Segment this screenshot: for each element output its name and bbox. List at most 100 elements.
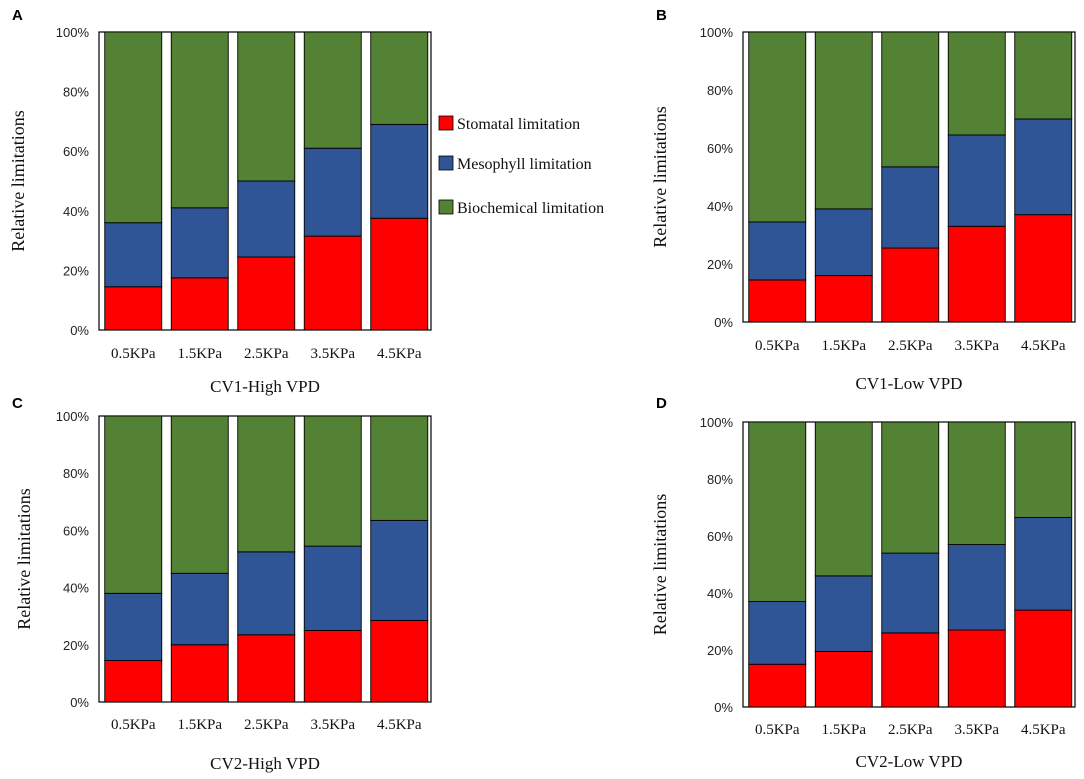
x-tick-label-d-3: 3.5KPa: [954, 722, 999, 738]
x-tick-label-c-4: 4.5KPa: [377, 717, 422, 733]
panel-letter-c: C: [12, 395, 23, 412]
y-tick-label-a-0: 0%: [70, 323, 89, 338]
bar-b-stomatal-4: [1014, 214, 1073, 323]
bar-c-mesophyll-2: [237, 551, 296, 636]
bar-b-mesophyll-4: [1014, 118, 1073, 216]
bar-d-biochemical-1: [814, 421, 873, 577]
y-tick-label-a-4: 80%: [63, 85, 89, 100]
x-tick-label-b-4: 4.5KPa: [1021, 338, 1066, 354]
x-tick-label-c-2: 2.5KPa: [244, 717, 289, 733]
legend-label-stomatal: Stomatal limitation: [457, 116, 580, 133]
y-tick-label-b-2: 40%: [707, 199, 733, 214]
bar-c-stomatal-3: [303, 630, 362, 703]
bar-a-biochemical-1: [170, 31, 229, 209]
bar-c-biochemical-2: [237, 415, 296, 553]
bar-b-biochemical-3: [947, 31, 1006, 136]
bar-d-mesophyll-0: [748, 601, 807, 665]
y-tick-label-c-0: 0%: [70, 695, 89, 710]
bar-d-stomatal-1: [814, 650, 873, 708]
y-tick-label-c-5: 100%: [56, 409, 90, 424]
bar-b-stomatal-3: [947, 225, 1006, 323]
y-tick-label-b-0: 0%: [714, 315, 733, 330]
bar-a-stomatal-1: [170, 277, 229, 331]
x-tick-label-a-2: 2.5KPa: [244, 346, 289, 362]
panel-c: C 0% 20% 40% 60% 80% 100% 0.5KPa 1.5KPa 2.5KPa 3.5…: [12, 395, 432, 773]
y-tick-label-d-0: 0%: [714, 700, 733, 715]
bar-c-mesophyll-0: [104, 592, 163, 661]
y-axis-title-c: Relative limitations: [14, 488, 34, 629]
bar-a-stomatal-3: [303, 235, 362, 331]
bar-c-biochemical-4: [370, 415, 429, 521]
bar-a-mesophyll-1: [170, 207, 229, 279]
legend-swatch-biochemical: [438, 199, 454, 215]
x-tick-label-b-2: 2.5KPa: [888, 338, 933, 354]
bar-d-mesophyll-2: [881, 552, 940, 634]
bar-a-biochemical-2: [237, 31, 296, 182]
bar-b-biochemical-1: [814, 31, 873, 210]
bar-a-stomatal-2: [237, 256, 296, 331]
bar-d-mesophyll-3: [947, 544, 1006, 631]
bar-a-mesophyll-3: [303, 147, 362, 237]
y-tick-label-c-1: 20%: [63, 638, 89, 653]
x-tick-label-b-0: 0.5KPa: [755, 338, 800, 354]
legend-swatch-mesophyll: [438, 155, 454, 171]
bar-b-stomatal-0: [748, 279, 807, 323]
bar-d-mesophyll-1: [814, 575, 873, 652]
y-tick-label-d-3: 60%: [707, 529, 733, 544]
bar-d-stomatal-4: [1014, 609, 1073, 708]
x-tick-label-d-1: 1.5KPa: [821, 722, 866, 738]
y-tick-label-c-4: 80%: [63, 466, 89, 481]
bar-c-stomatal-1: [170, 644, 229, 703]
bar-b-biochemical-4: [1014, 31, 1073, 120]
x-tick-label-a-1: 1.5KPa: [177, 346, 222, 362]
y-tick-label-c-3: 60%: [63, 523, 89, 538]
bar-b-stomatal-2: [881, 247, 940, 323]
bar-c-biochemical-1: [170, 415, 229, 574]
x-axis-title-b: CV1-Low VPD: [856, 374, 963, 393]
bar-a-biochemical-0: [104, 31, 163, 224]
bar-c-stomatal-2: [237, 634, 296, 703]
y-axis-title-b: Relative limitations: [650, 106, 670, 247]
x-tick-label-c-0: 0.5KPa: [111, 717, 156, 733]
x-tick-label-a-4: 4.5KPa: [377, 346, 422, 362]
bar-d-biochemical-0: [748, 421, 807, 603]
panel-letter-a: A: [12, 7, 23, 24]
bar-a-biochemical-3: [303, 31, 362, 149]
x-axis-title-a: CV1-High VPD: [210, 377, 320, 396]
y-tick-label-b-1: 20%: [707, 257, 733, 272]
panel-a: A 0% 20% 40% 60% 80% 100% 0.5KPa 1.5KPa 2.5KPa 3.5…: [8, 7, 432, 396]
bar-c-biochemical-3: [303, 415, 362, 547]
y-tick-label-a-2: 40%: [63, 204, 89, 219]
panel-b: B 0% 20% 40% 60% 80% 100% 0.5KPa 1.5KPa 2.5KPa 3.5…: [650, 7, 1076, 393]
x-tick-label-c-3: 3.5KPa: [310, 717, 355, 733]
x-tick-label-b-1: 1.5KPa: [821, 338, 866, 354]
y-tick-label-b-5: 100%: [700, 25, 734, 40]
x-tick-label-a-0: 0.5KPa: [111, 346, 156, 362]
bar-b-stomatal-1: [814, 275, 873, 323]
panel-letter-d: D: [656, 395, 667, 412]
x-tick-label-d-2: 2.5KPa: [888, 722, 933, 738]
x-tick-label-a-3: 3.5KPa: [310, 346, 355, 362]
bar-b-mesophyll-1: [814, 208, 873, 277]
bar-a-biochemical-4: [370, 31, 429, 125]
bar-b-mesophyll-2: [881, 166, 940, 249]
bar-d-biochemical-3: [947, 421, 1006, 546]
y-tick-label-a-3: 60%: [63, 144, 89, 159]
x-axis-title-c: CV2-High VPD: [210, 754, 320, 773]
bar-c-stomatal-4: [370, 620, 429, 703]
legend-label-mesophyll: Mesophyll limitation: [457, 156, 592, 173]
bar-a-mesophyll-0: [104, 222, 163, 288]
bar-d-biochemical-4: [1014, 421, 1073, 518]
bar-b-mesophyll-0: [748, 221, 807, 281]
y-tick-label-b-3: 60%: [707, 141, 733, 156]
bar-d-mesophyll-4: [1014, 517, 1073, 611]
bar-c-mesophyll-1: [170, 572, 229, 646]
x-tick-label-c-1: 1.5KPa: [177, 717, 222, 733]
bar-a-mesophyll-2: [237, 180, 296, 258]
y-axis-title-a: Relative limitations: [8, 110, 28, 251]
bar-c-stomatal-0: [104, 660, 163, 703]
panel-d: D 0% 20% 40% 60% 80% 100% 0.5KPa 1.5KPa 2.5KPa 3.5…: [650, 395, 1076, 771]
bar-c-mesophyll-4: [370, 519, 429, 621]
bar-c-biochemical-0: [104, 415, 163, 594]
